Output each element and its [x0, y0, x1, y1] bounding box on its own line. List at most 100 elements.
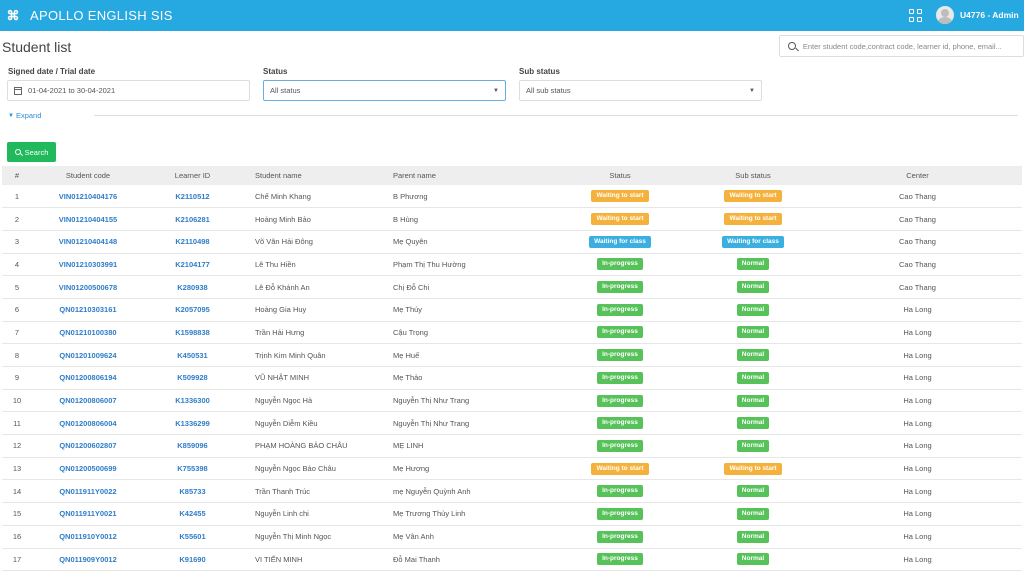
student-code[interactable]: QN01200602807 — [59, 441, 117, 451]
learner-id-link[interactable]: K85733 — [144, 480, 241, 503]
student-code-link[interactable]: VIN01210404148 — [32, 230, 144, 253]
student-code[interactable]: QN01210303161 — [59, 305, 117, 315]
table-row[interactable]: 3 VIN01210404148 K2110498 Võ Văn Hải Đông Mẹ… — [2, 230, 1022, 254]
student-code[interactable]: VIN01200500678 — [58, 282, 118, 292]
student-code-link[interactable]: QN01200806004 — [32, 412, 144, 435]
column-header[interactable]: # — [14, 171, 20, 180]
search-input[interactable] — [802, 41, 1023, 51]
learner-id-link[interactable]: K859096 — [144, 435, 241, 458]
status-select[interactable]: All status ▼ — [263, 80, 506, 101]
user-menu[interactable]: U4776 - Admin — [960, 10, 1019, 20]
learner-id[interactable]: K42455 — [179, 509, 206, 519]
student-code[interactable]: QN011911Y0022 — [59, 486, 117, 496]
student-code[interactable]: VIN01210303991 — [58, 259, 118, 269]
column-header[interactable]: Student code — [65, 171, 111, 180]
table-row[interactable]: 17 QN011909Y0012 K91690 VI TIẾN MINH Đỗ Mai … — [2, 548, 1022, 571]
search-button[interactable]: Search — [7, 142, 56, 162]
student-code-link[interactable]: QN01200806194 — [32, 367, 144, 390]
column-header[interactable]: Learner ID — [174, 171, 211, 180]
app-title[interactable]: APOLLO ENGLISH SIS — [30, 8, 173, 23]
student-code-link[interactable]: QN01200500699 — [32, 457, 144, 480]
table-row[interactable]: 7 QN01210100380 K1598838 Trần Hải Hưng Cậu T… — [2, 321, 1022, 344]
student-code-link[interactable]: QN01200602807 — [32, 435, 144, 458]
learner-id[interactable]: K450531 — [177, 350, 208, 360]
learner-id-link[interactable]: K91690 — [144, 548, 241, 571]
student-code-link[interactable]: VIN01210404155 — [32, 208, 144, 231]
menu-toggle-icon[interactable]: ⌘ — [6, 7, 20, 23]
student-code-link[interactable]: VIN01200500678 — [32, 276, 144, 299]
apps-grid-icon[interactable] — [909, 9, 922, 22]
learner-id-link[interactable]: K509928 — [144, 367, 241, 390]
learner-id[interactable]: K91690 — [179, 554, 206, 564]
column-header[interactable]: Center — [906, 171, 929, 180]
table-row[interactable]: 12 QN01200602807 K859096 PHẠM HOÀNG BẢO CHÂ… — [2, 435, 1022, 458]
table-row[interactable]: 5 VIN01200500678 K280938 Lê Đỗ Khánh An Chị … — [2, 276, 1022, 299]
column-header[interactable]: Sub status — [735, 171, 771, 180]
learner-id-link[interactable]: K2110498 — [144, 230, 241, 253]
table-row[interactable]: 10 QN01200806007 K1336300 Nguyễn Ngọc Hà Ngu… — [2, 389, 1022, 412]
table-row[interactable]: 13 QN01200500699 K755398 Nguyễn Ngọc Bảo Ch… — [2, 457, 1022, 480]
learner-id-link[interactable]: K55601 — [144, 525, 241, 548]
learner-id[interactable]: K1336299 — [175, 418, 210, 428]
learner-id-link[interactable]: K42455 — [144, 503, 241, 526]
learner-id-link[interactable]: K280938 — [144, 276, 241, 299]
learner-id[interactable]: K1336300 — [175, 396, 210, 406]
column-header[interactable]: Student name — [255, 171, 302, 180]
student-code[interactable]: QN01200500699 — [59, 464, 117, 474]
learner-id[interactable]: K509928 — [177, 373, 208, 383]
student-code[interactable]: QN011910Y0012 — [59, 532, 117, 542]
student-code[interactable]: QN01210100380 — [59, 327, 117, 337]
learner-id[interactable]: K2110512 — [175, 191, 210, 201]
learner-id[interactable]: K1598838 — [175, 327, 210, 337]
learner-id-link[interactable]: K755398 — [144, 457, 241, 480]
table-row[interactable]: 1 VIN01210404176 K2110512 Chế Minh Khang B P… — [2, 185, 1022, 208]
student-code-link[interactable]: QN011909Y0012 — [32, 548, 144, 571]
student-code[interactable]: VIN01210404176 — [58, 191, 118, 201]
student-code[interactable]: QN01200806194 — [59, 373, 117, 383]
table-row[interactable]: 16 QN011910Y0012 K55601 Nguyễn Thị Minh Ngọ… — [2, 525, 1022, 548]
student-code[interactable]: QN01200806004 — [59, 418, 117, 428]
student-code-link[interactable]: QN011910Y0012 — [32, 525, 144, 548]
table-row[interactable]: 15 QN011911Y0021 K42455 Nguyễn Linh chi Mẹ T… — [2, 503, 1022, 526]
learner-id[interactable]: K55601 — [179, 532, 206, 542]
student-code-link[interactable]: VIN01210303991 — [32, 253, 144, 276]
sub-status-select[interactable]: All sub status ▼ — [519, 80, 762, 101]
student-code[interactable]: QN011911Y0021 — [59, 509, 117, 519]
student-code-link[interactable]: QN011911Y0022 — [32, 480, 144, 503]
learner-id[interactable]: K859096 — [177, 441, 208, 451]
student-code-link[interactable]: QN011911Y0021 — [32, 503, 144, 526]
learner-id-link[interactable]: K2104177 — [144, 253, 241, 276]
learner-id[interactable]: K2106281 — [175, 214, 210, 224]
student-code-link[interactable]: QN01200806007 — [32, 389, 144, 412]
learner-id[interactable]: K2110498 — [175, 237, 210, 247]
signed-date-picker[interactable]: 01-04-2021 to 30-04-2021 — [7, 80, 250, 101]
learner-id[interactable]: K755398 — [177, 464, 208, 474]
student-code-link[interactable]: QN01201009624 — [32, 344, 144, 367]
student-code[interactable]: VIN01210404148 — [58, 237, 118, 247]
table-row[interactable]: 6 QN01210303161 K2057095 Hoàng Gia Huy Mẹ Th… — [2, 298, 1022, 322]
learner-id-link[interactable]: K2057095 — [144, 298, 241, 321]
table-row[interactable]: 4 VIN01210303991 K2104177 Lê Thu Hiền Phạm T… — [2, 253, 1022, 276]
student-code-link[interactable]: QN01210303161 — [32, 298, 144, 321]
student-code-link[interactable]: VIN01210404176 — [32, 185, 144, 208]
column-header[interactable]: Parent name — [393, 171, 436, 180]
learner-id-link[interactable]: K1336299 — [144, 412, 241, 435]
student-code[interactable]: VIN01210404155 — [58, 214, 118, 224]
learner-id-link[interactable]: K450531 — [144, 344, 241, 367]
student-code[interactable]: QN01200806007 — [59, 396, 117, 406]
student-code[interactable]: QN011909Y0012 — [59, 554, 117, 564]
learner-id[interactable]: K280938 — [177, 282, 208, 292]
learner-id[interactable]: K2057095 — [175, 305, 210, 315]
table-row[interactable]: 14 QN011911Y0022 K85733 Trần Thanh Trúc mẹ N… — [2, 480, 1022, 503]
learner-id-link[interactable]: K2110512 — [144, 185, 241, 208]
learner-id[interactable]: K2104177 — [175, 259, 210, 269]
table-row[interactable]: 9 QN01200806194 K509928 VŨ NHẬT MINH Mẹ Thảo… — [2, 367, 1022, 390]
avatar[interactable] — [936, 6, 954, 24]
learner-id[interactable]: K85733 — [179, 486, 206, 496]
learner-id-link[interactable]: K1598838 — [144, 321, 241, 344]
expand-toggle[interactable]: ▼ Expand — [8, 111, 41, 120]
column-header[interactable]: Status — [609, 171, 631, 180]
learner-id-link[interactable]: K1336300 — [144, 389, 241, 412]
table-row[interactable]: 2 VIN01210404155 K2106281 Hoàng Minh Bảo B H… — [2, 208, 1022, 231]
student-code[interactable]: QN01201009624 — [59, 350, 117, 360]
